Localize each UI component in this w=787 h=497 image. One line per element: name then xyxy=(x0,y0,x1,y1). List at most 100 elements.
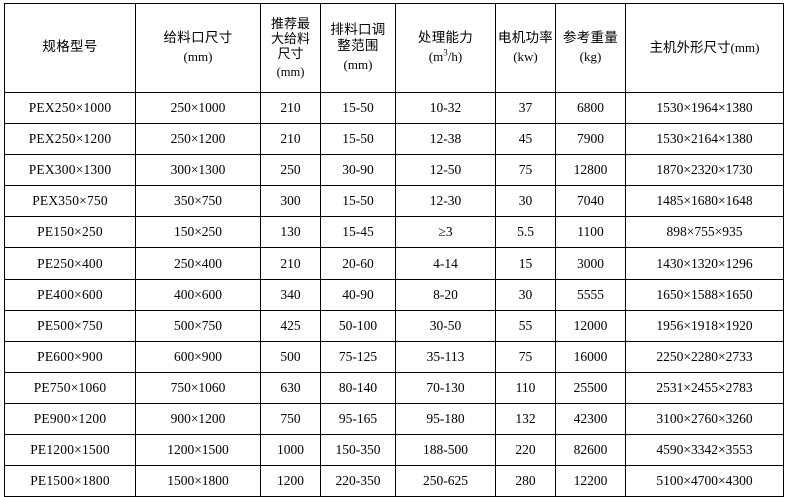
cell-disch: 15-50 xyxy=(320,185,396,218)
cell-model: PEX300×1300 xyxy=(4,154,136,187)
cell-feed: 250×1200 xyxy=(135,123,261,156)
cell-cap: 30-50 xyxy=(395,309,496,342)
cell-weight: 25500 xyxy=(555,371,626,404)
cell-maxfeed: 630 xyxy=(260,371,321,404)
cell-cap: 4-14 xyxy=(395,247,496,280)
cell-feed: 500×750 xyxy=(135,309,261,342)
column-header-cap: 处理能力 (m3/h) xyxy=(395,3,496,93)
column-header-text: 参考重量 xyxy=(562,30,619,47)
cell-maxfeed: 250 xyxy=(260,154,321,187)
jaw-crusher-specification-table: 规格型号 给料口尺寸 (mm) 推荐最 大给料 尺寸 (mm) 排料口调 整范围 (mm) 处理能力… xyxy=(4,3,784,497)
cell-dim: 1650×1588×1650 xyxy=(625,278,784,311)
table-row: PE900×1200 900×1200 750 95-165 95-180 132 4230… xyxy=(4,402,784,436)
cell-weight: 12000 xyxy=(555,309,626,342)
cell-cap: 70-130 xyxy=(395,371,496,404)
cell-weight: 7040 xyxy=(555,185,626,218)
cell-dim: 1870×2320×1730 xyxy=(625,154,784,187)
cell-disch: 30-90 xyxy=(320,154,396,187)
column-header-text: 推荐最 xyxy=(270,16,310,32)
cell-feed: 250×1000 xyxy=(135,91,261,125)
column-header-text: 排料口调 xyxy=(330,22,386,39)
cell-maxfeed: 130 xyxy=(260,216,321,249)
cell-disch: 220-350 xyxy=(320,465,396,497)
cell-weight: 5555 xyxy=(555,278,626,311)
cell-dim: 1430×1320×1296 xyxy=(625,247,784,280)
cell-feed: 350×750 xyxy=(135,185,261,218)
cell-power: 110 xyxy=(495,371,556,404)
cell-weight: 82600 xyxy=(555,434,626,467)
cell-maxfeed: 1200 xyxy=(260,465,321,497)
cell-power: 75 xyxy=(495,340,556,373)
cell-dim: 898×755×935 xyxy=(625,216,784,249)
column-header-text: 整范围 xyxy=(337,38,379,55)
column-header-text: 大给料 xyxy=(270,31,310,47)
cell-maxfeed: 340 xyxy=(260,278,321,311)
cell-power: 280 xyxy=(495,465,556,497)
cell-weight: 6800 xyxy=(555,91,626,125)
cell-dim: 1530×1964×1380 xyxy=(625,91,784,125)
column-header-unit: (m3/h) xyxy=(428,47,463,65)
column-header-text: 尺寸 xyxy=(277,47,304,63)
cell-cap: 35-113 xyxy=(395,340,496,373)
column-header-text: 规格型号 xyxy=(42,39,98,56)
cell-power: 5.5 xyxy=(495,216,556,249)
cell-power: 45 xyxy=(495,123,556,156)
table-row: PE1500×1800 1500×1800 1200 220-350 250-625 28… xyxy=(4,465,784,497)
cell-maxfeed: 210 xyxy=(260,123,321,156)
column-header-unit: (kw) xyxy=(513,49,538,65)
cell-disch: 95-165 xyxy=(320,402,396,436)
cell-model: PE250×400 xyxy=(4,247,136,280)
cell-cap: 188-500 xyxy=(395,434,496,467)
cell-power: 132 xyxy=(495,402,556,436)
column-header-text: 处理能力 xyxy=(417,30,474,47)
cell-feed: 400×600 xyxy=(135,278,261,311)
cell-disch: 15-50 xyxy=(320,91,396,125)
cell-model: PE600×900 xyxy=(4,340,136,373)
cell-disch: 80-140 xyxy=(320,371,396,404)
column-header-dim: 主机外形尺寸(mm) xyxy=(625,3,784,93)
cell-model: PE150×250 xyxy=(4,216,136,249)
cell-feed: 900×1200 xyxy=(135,402,261,436)
column-header-unit: (mm) xyxy=(343,57,373,73)
cell-weight: 12800 xyxy=(555,154,626,187)
cell-weight: 16000 xyxy=(555,340,626,373)
cell-cap: 12-50 xyxy=(395,154,496,187)
column-header-unit: (kg) xyxy=(579,49,602,65)
cell-dim: 1956×1918×1920 xyxy=(625,309,784,342)
column-header-power: 电机功率 (kw) xyxy=(495,3,556,93)
table-row: PE500×750 500×750 425 50-100 30-50 55 12000 195… xyxy=(4,309,784,342)
cell-model: PE750×1060 xyxy=(4,371,136,404)
cell-feed: 300×1300 xyxy=(135,154,261,187)
table-body: PEX250×1000 250×1000 210 15-50 10-32 37 6800 15… xyxy=(4,91,784,497)
cell-cap: 10-32 xyxy=(395,91,496,125)
table-row: PE750×1060 750×1060 630 80-140 70-130 110 2550… xyxy=(4,371,784,404)
cell-disch: 40-90 xyxy=(320,278,396,311)
cell-power: 55 xyxy=(495,309,556,342)
column-header-text: 给料口尺寸 xyxy=(163,30,233,47)
column-header-unit: (mm) xyxy=(183,49,213,65)
cell-dim: 2250×2280×2733 xyxy=(625,340,784,373)
column-header-model: 规格型号 xyxy=(4,3,136,93)
cell-feed: 250×400 xyxy=(135,247,261,280)
cell-maxfeed: 1000 xyxy=(260,434,321,467)
cell-maxfeed: 300 xyxy=(260,185,321,218)
cell-power: 15 xyxy=(495,247,556,280)
cell-weight: 7900 xyxy=(555,123,626,156)
cell-feed: 1200×1500 xyxy=(135,434,261,467)
header-row: 规格型号 给料口尺寸 (mm) 推荐最 大给料 尺寸 (mm) 排料口调 整范围 (mm) 处理能力… xyxy=(4,3,784,93)
cell-disch: 15-50 xyxy=(320,123,396,156)
cell-disch: 50-100 xyxy=(320,309,396,342)
cell-model: PE900×1200 xyxy=(4,402,136,436)
cell-disch: 20-60 xyxy=(320,247,396,280)
cell-disch: 75-125 xyxy=(320,340,396,373)
table-row: PEX250×1200 250×1200 210 15-50 12-38 45 7900 15… xyxy=(4,123,784,156)
cell-feed: 1500×1800 xyxy=(135,465,261,497)
cell-dim: 3100×2760×3260 xyxy=(625,402,784,436)
table-row: PEX350×750 350×750 300 15-50 12-30 30 7040 1485… xyxy=(4,185,784,218)
column-header-weight: 参考重量 (kg) xyxy=(555,3,626,93)
cell-maxfeed: 210 xyxy=(260,247,321,280)
column-header-feed: 给料口尺寸 (mm) xyxy=(135,3,261,93)
cell-dim: 1530×2164×1380 xyxy=(625,123,784,156)
cell-weight: 42300 xyxy=(555,402,626,436)
cell-model: PE1500×1800 xyxy=(4,465,136,497)
